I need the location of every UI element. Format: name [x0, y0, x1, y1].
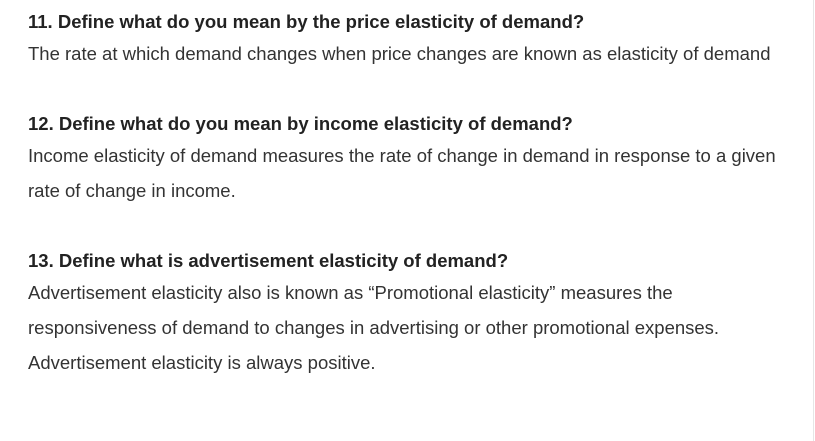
- faq-item-13: 13. Define what is advertisement elastic…: [28, 247, 788, 380]
- answer-text: The rate at which demand changes when pr…: [28, 43, 771, 64]
- page-divider: [813, 0, 814, 441]
- question-heading: 13. Define what is advertisement elastic…: [28, 250, 509, 271]
- question-heading: 11. Define what do you mean by the price…: [28, 11, 585, 32]
- question-heading: 12. Define what do you mean by income el…: [28, 113, 573, 134]
- answer-text: Advertisement elasticity also is known a…: [28, 282, 720, 373]
- faq-content: 11. Define what do you mean by the price…: [28, 8, 788, 380]
- answer-text: Income elasticity of demand measures the…: [28, 145, 776, 201]
- faq-item-11: 11. Define what do you mean by the price…: [28, 8, 788, 71]
- faq-item-12: 12. Define what do you mean by income el…: [28, 110, 788, 208]
